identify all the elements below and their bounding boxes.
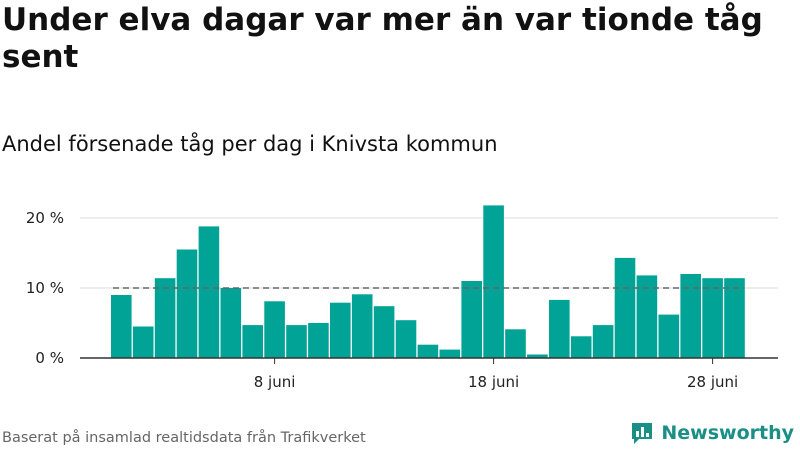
axes: 8 juni 18 juni 28 juni <box>80 357 778 391</box>
bar: 20 juni: 0.5 % <box>527 354 548 358</box>
x-tick-label: 8 juni <box>254 373 296 391</box>
bar: 3 juni: 11.4 % <box>154 278 176 358</box>
chart-title: Under elva dagar var mer än var tionde t… <box>2 2 763 75</box>
bar: 12 juni: 9.1 % <box>351 294 373 358</box>
bar: 17 juni: 11 % <box>461 281 482 358</box>
x-tick-label: 28 juni <box>687 373 738 391</box>
brand-logo: Newsworthy <box>629 420 794 446</box>
bar: 19 juni: 4.1 % <box>505 329 526 358</box>
source-note: Baserat på insamlad realtidsdata från Tr… <box>2 430 366 446</box>
bar: 11 juni: 7.9 % <box>330 302 351 358</box>
bar: 18 juni: 21.8 % <box>483 205 504 358</box>
bar: 14 juni: 5.4 % <box>395 320 417 358</box>
bar: 13 juni: 7.4 % <box>373 306 395 358</box>
bar: 16 juni: 1.2 % <box>439 349 461 358</box>
bar: 10 juni: 5 % <box>308 323 329 358</box>
bars: 1 juni: 9 %2 juni: 4.5 %3 juni: 11.4 %4 … <box>111 205 745 358</box>
bar: 23 juni: 4.7 % <box>592 325 614 358</box>
bar: 7 juni: 4.7 % <box>242 325 263 358</box>
bar: 5 juni: 18.8 % <box>198 226 220 358</box>
bar: 1 juni: 9 % <box>111 295 132 358</box>
bar: 25 juni: 11.8 % <box>636 275 658 358</box>
y-tick-label: 0 % <box>35 349 64 367</box>
y-tick-label: 10 % <box>26 279 64 297</box>
bar: 27 juni: 12 % <box>680 274 701 358</box>
bar: 15 juni: 1.9 % <box>417 344 439 358</box>
bar: 22 juni: 3.1 % <box>570 336 592 358</box>
bar: 21 juni: 8.3 % <box>549 299 570 358</box>
y-tick-label: 20 % <box>26 209 64 227</box>
chart-subtitle: Andel försenade tåg per dag i Knivsta ko… <box>2 132 498 156</box>
newsworthy-logo-icon <box>632 423 653 444</box>
bar: 2 juni: 4.5 % <box>132 326 154 358</box>
bar-chart: 0 % 10 % 20 % 1 juni: 9 %2 juni: 4.5 %3 ju… <box>26 205 778 391</box>
x-tick-label: 18 juni <box>468 373 519 391</box>
bar: 8 juni: 8.1 % <box>264 301 285 358</box>
bar: 24 juni: 14.3 % <box>614 257 636 358</box>
bar: 4 juni: 15.5 % <box>176 249 198 358</box>
bar: 29 juni: 11.4 % <box>724 278 745 358</box>
bar: 6 juni: 10 % <box>220 288 242 358</box>
bar: 9 juni: 4.7 % <box>286 325 307 358</box>
brand-name: Newsworthy <box>661 422 794 444</box>
bar: 28 juni: 11.4 % <box>702 278 723 358</box>
bar: 26 juni: 6.2 % <box>658 314 680 358</box>
